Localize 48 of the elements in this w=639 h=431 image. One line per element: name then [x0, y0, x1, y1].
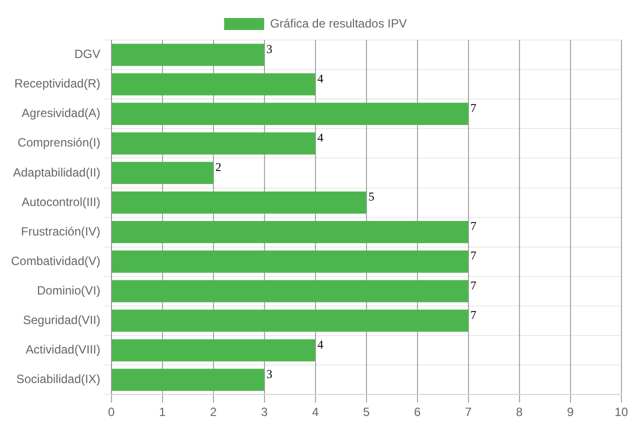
legend-label: Gráfica de resultados IPV [270, 16, 407, 30]
y-tick-label: Frustración(IV) [21, 224, 100, 238]
data-label: 7 [470, 100, 476, 115]
bar [112, 191, 366, 214]
data-label: 3 [266, 42, 272, 56]
y-tick-label: Adaptabilidad(II) [12, 165, 100, 180]
y-tick-label: DGV [74, 47, 100, 62]
data-label: 2 [215, 160, 222, 174]
bar [112, 280, 468, 302]
data-label: 5 [368, 190, 374, 204]
y-tick-label: Autocontrol(III) [22, 194, 100, 209]
bar [112, 44, 264, 66]
x-tick-label: 9 [566, 405, 574, 420]
bar [112, 368, 264, 391]
bar [112, 162, 214, 184]
x-tick-label: 4 [312, 405, 320, 420]
x-tick-label: 7 [464, 405, 472, 420]
data-label: 4 [317, 130, 324, 144]
x-tick-label: 2 [210, 405, 218, 420]
y-tick-label: Receptividad(R) [14, 76, 100, 91]
data-label: 7 [470, 308, 476, 322]
x-tick-label: 6 [414, 405, 421, 420]
bar [112, 73, 316, 96]
y-tick-label: Dominio(VI) [37, 283, 100, 298]
x-tick-label: 1 [159, 405, 166, 420]
data-label: 4 [317, 71, 324, 86]
x-tick-label: 3 [261, 405, 268, 420]
x-tick-label: 5 [363, 405, 370, 420]
x-tick-label: 10 [614, 405, 628, 420]
bar [112, 250, 468, 273]
y-tick-label: Agresividad(A) [22, 106, 100, 120]
bar [112, 102, 468, 125]
x-tick-label: 0 [108, 405, 116, 420]
y-tick-label: Combatividad(V) [10, 254, 100, 268]
data-label: 7 [470, 248, 476, 263]
data-label: 7 [470, 219, 476, 234]
y-tick-label: Comprensión(I) [18, 136, 100, 150]
bar [112, 339, 316, 362]
data-label: 4 [317, 337, 324, 352]
bar [112, 220, 468, 244]
y-tick-label: Actividad(VIII) [26, 342, 100, 357]
bar [112, 310, 468, 332]
data-label: 7 [470, 278, 476, 292]
y-tick-label: Sociabilidad(IX) [16, 372, 100, 386]
y-tick-label: Seguridad(VII) [22, 313, 100, 328]
bar [112, 132, 316, 155]
x-tick-label: 8 [516, 405, 523, 420]
data-label: 3 [266, 366, 272, 381]
